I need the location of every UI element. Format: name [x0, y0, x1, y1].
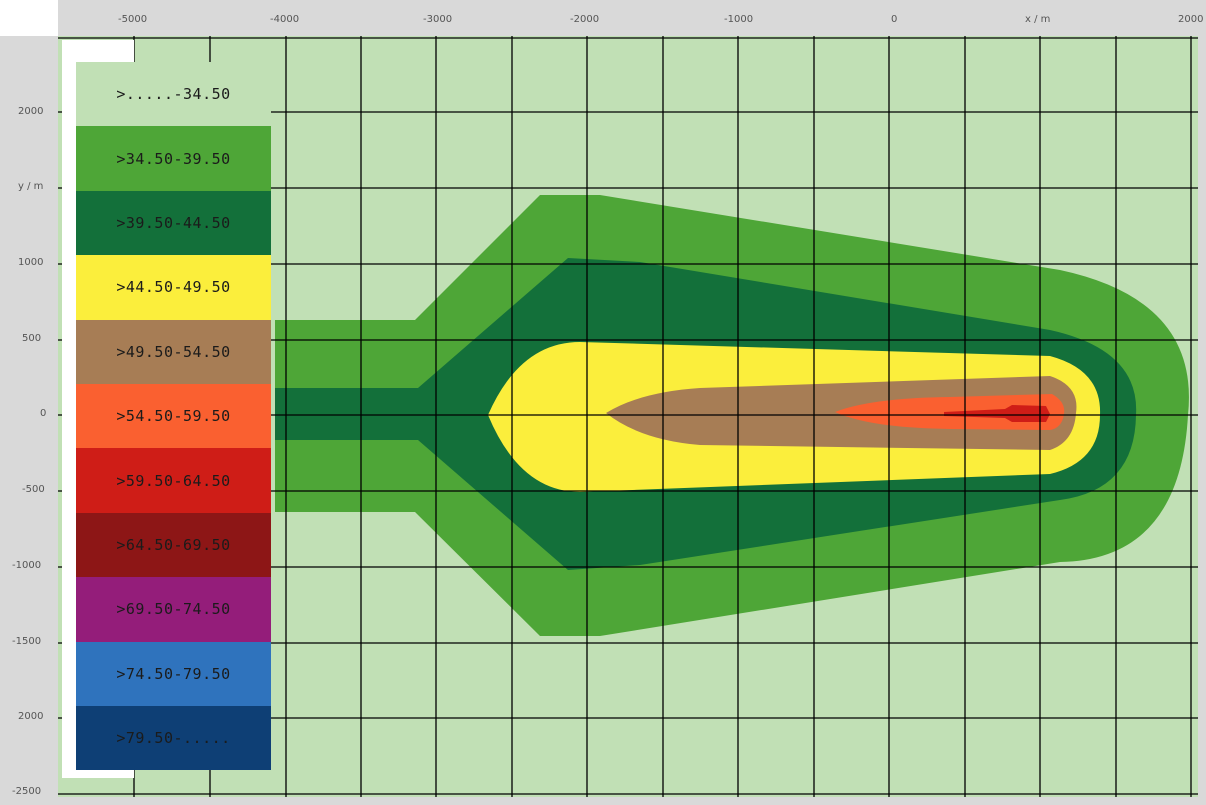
y-tick-label: -1500 — [12, 636, 42, 647]
legend-item: >49.50-54.50 — [76, 319, 271, 384]
y-tick-label: 0 — [40, 408, 47, 419]
y-tick-label: 2000 — [18, 711, 44, 722]
legend-label: >.....-34.50 — [116, 85, 231, 104]
legend-label: >69.50-74.50 — [116, 600, 231, 619]
legend-label: >74.50-79.50 — [116, 664, 231, 683]
x-tick-label: 2000 — [1178, 14, 1204, 25]
legend-label: >49.50-54.50 — [116, 342, 231, 361]
legend-item: >34.50-39.50 — [76, 126, 271, 191]
legend-item: >54.50-59.50 — [76, 383, 271, 449]
legend-label: >59.50-64.50 — [116, 471, 231, 490]
y-tick-label: 2000 — [18, 106, 44, 117]
legend-label: >79.50-..... — [116, 729, 231, 748]
plot-frame-bottom — [58, 797, 1206, 805]
plot-frame-left — [0, 36, 58, 805]
legend-item: >79.50-..... — [76, 705, 271, 771]
contour-59-64 — [944, 405, 1050, 422]
x-tick-label: -5000 — [118, 14, 148, 25]
x-tick-label: -4000 — [270, 14, 300, 25]
legend-label: >34.50-39.50 — [116, 149, 231, 168]
legend-item: >74.50-79.50 — [76, 641, 271, 706]
y-axis-title: y / m — [18, 181, 44, 192]
y-tick-label: 500 — [22, 333, 42, 344]
x-tick-label: 0 — [891, 14, 898, 25]
plot-frame-top — [58, 0, 1206, 36]
legend-item: >44.50-49.50 — [76, 255, 271, 320]
legend-label: >54.50-59.50 — [116, 407, 231, 426]
map-grid — [58, 36, 1198, 797]
legend-label: >64.50-69.50 — [116, 535, 231, 554]
y-tick-label: 1000 — [18, 257, 44, 268]
legend-item: >39.50-44.50 — [76, 190, 271, 256]
legend-item: >59.50-64.50 — [76, 448, 271, 513]
y-tick-label: -2500 — [12, 786, 42, 797]
x-axis-title: x / m — [1025, 14, 1051, 25]
x-tick-label: -2000 — [570, 14, 600, 25]
x-tick-label: -1000 — [724, 14, 754, 25]
legend-label: >39.50-44.50 — [116, 213, 231, 232]
y-tick-label: -1000 — [12, 560, 42, 571]
legend-item: >69.50-74.50 — [76, 577, 271, 642]
y-tick-label: -500 — [22, 484, 45, 495]
legend-label: >44.50-49.50 — [116, 278, 231, 297]
x-tick-label: -3000 — [423, 14, 453, 25]
legend-item: >64.50-69.50 — [76, 512, 271, 578]
legend-item: >.....-34.50 — [76, 62, 271, 127]
plot-frame-right — [1198, 36, 1206, 797]
legend: >.....-34.50 >34.50-39.50 >39.50-44.50 >… — [76, 62, 271, 771]
